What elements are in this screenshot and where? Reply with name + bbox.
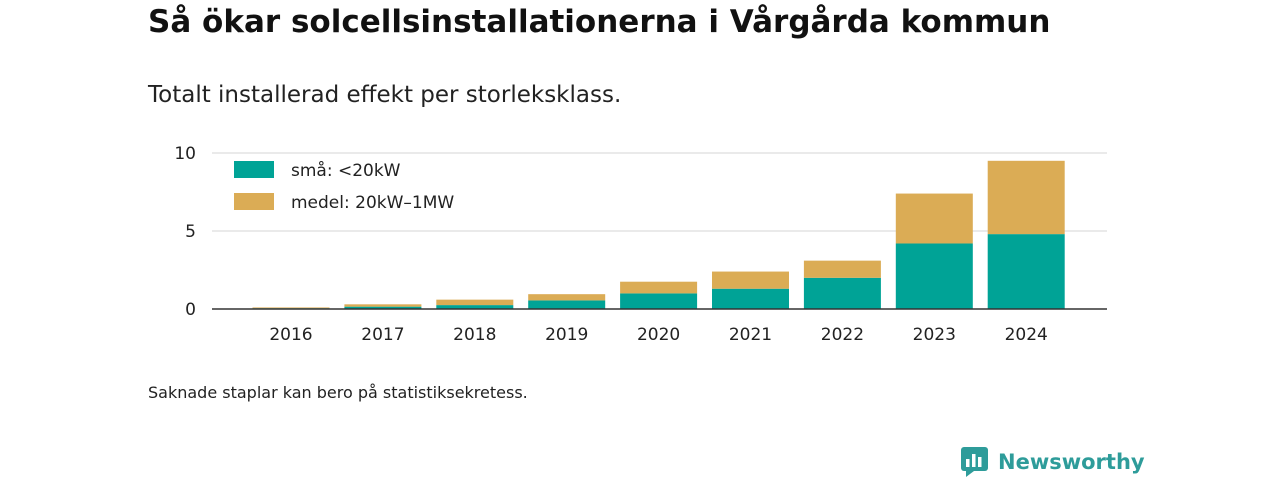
bar-segment-small-2023 <box>895 243 973 309</box>
bar-segment-small-2020 <box>620 293 698 309</box>
bar-segment-medium-2018 <box>436 299 514 306</box>
bar-segment-small-2024 <box>987 234 1065 309</box>
x-tick-labels: 2016 2017 2018 2019 2020 2021 2022 2023 2024 <box>269 325 1047 345</box>
bar-segment-small-2018 <box>436 305 514 309</box>
x-tick-label: 2020 <box>637 325 680 345</box>
x-tick-label: 2022 <box>821 325 864 345</box>
bar-segment-medium-2020 <box>620 281 698 294</box>
bar-segment-small-2019 <box>528 300 606 309</box>
footnote: Saknade staplar kan bero på statistiksek… <box>148 383 528 402</box>
y-tick-labels: 0 5 10 <box>174 144 196 320</box>
chart-title: Så ökar solcellsinstallationerna i Vårgå… <box>148 4 1051 40</box>
bar-segment-small-2021 <box>712 288 789 309</box>
bar-segment-medium-2024 <box>987 160 1065 235</box>
x-tick-label: 2017 <box>361 325 404 345</box>
bar-segment-medium-2016 <box>252 307 330 309</box>
x-tick-label: 2016 <box>269 325 312 345</box>
bar-segment-medium-2019 <box>528 294 606 301</box>
bar-segment-small-2022 <box>803 277 881 309</box>
y-tick-label: 0 <box>185 300 196 320</box>
x-tick-label: 2018 <box>453 325 496 345</box>
legend-swatch-medium <box>234 193 274 210</box>
brand-name: Newsworthy <box>998 450 1145 474</box>
bar-segment-medium-2022 <box>803 260 881 278</box>
x-tick-label: 2023 <box>913 325 956 345</box>
x-tick-label: 2024 <box>1005 325 1048 345</box>
legend-label-medium: medel: 20kW–1MW <box>291 193 454 213</box>
x-tick-label: 2019 <box>545 325 588 345</box>
legend: små: <20kW medel: 20kW–1MW <box>234 160 454 213</box>
newsworthy-logo-icon <box>961 447 988 477</box>
y-tick-label: 5 <box>185 222 196 242</box>
y-tick-label: 10 <box>174 144 196 164</box>
bar-segment-medium-2023 <box>895 193 973 244</box>
bar-segment-medium-2017 <box>344 304 422 307</box>
chart-subtitle: Totalt installerad effekt per storlekskl… <box>148 82 622 108</box>
x-tick-label: 2021 <box>729 325 772 345</box>
brand-logo: Newsworthy <box>960 446 1145 478</box>
bar-segment-small-2017 <box>344 306 422 309</box>
stacked-bar-chart: 0 5 10 2016 2017 2018 2019 2020 2021 2022 2023 202… <box>174 144 1107 345</box>
bar-segment-medium-2021 <box>712 271 789 289</box>
legend-label-small: små: <20kW <box>291 160 401 181</box>
bars <box>252 160 1065 309</box>
legend-swatch-small <box>234 161 274 178</box>
